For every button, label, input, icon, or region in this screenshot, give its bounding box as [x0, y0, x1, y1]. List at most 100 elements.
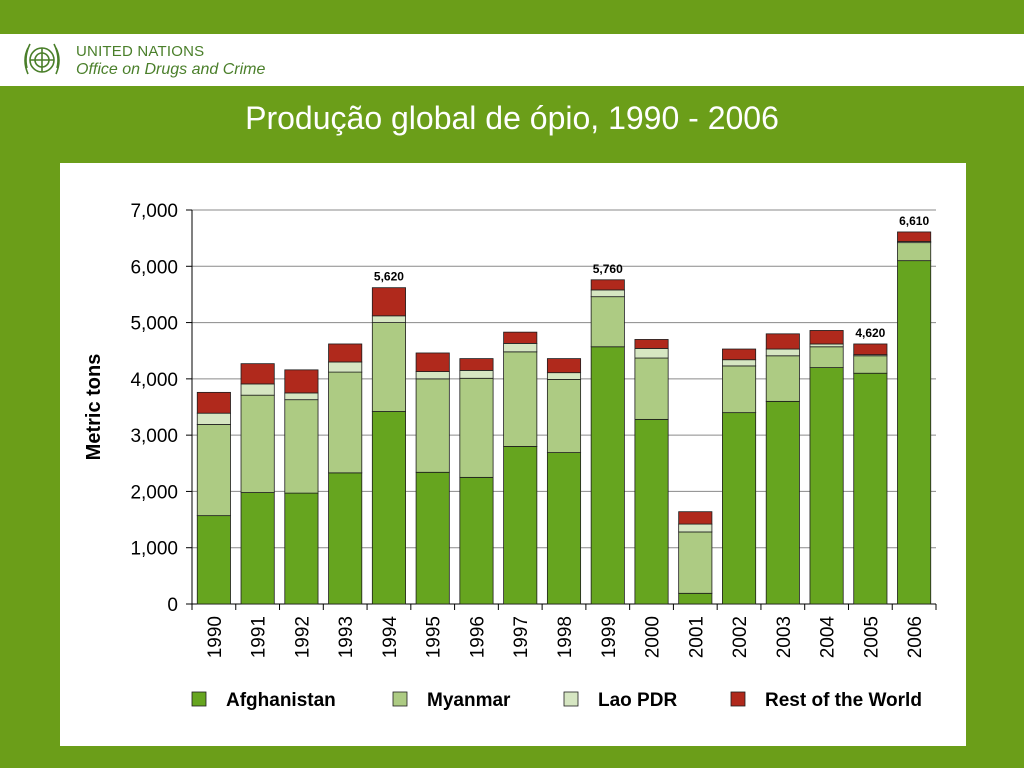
x-tick-label: 2004: [818, 616, 839, 659]
bar-lao-pdr-1994: [371, 315, 406, 323]
bar-rest-of-the-world-1992: [284, 369, 319, 394]
bar-lao-pdr-1998: [546, 372, 582, 380]
bar-rest-of-the-world-1997: [503, 331, 538, 344]
bar-afghanistan-2004: [809, 367, 844, 605]
legend-label: Myanmar: [427, 690, 511, 711]
bar-myanmar-1996: [459, 377, 494, 478]
bar-myanmar-2006: [897, 242, 932, 262]
bar-rest-of-the-world-2002: [722, 348, 757, 361]
bar-myanmar-1998: [546, 379, 582, 453]
bar-afghanistan-2000: [634, 418, 669, 605]
legend-label: Lao PDR: [598, 690, 677, 711]
y-tick-label: 6,000: [130, 257, 178, 278]
data-label: 4,620: [855, 326, 885, 340]
x-tick-label: 2005: [861, 616, 882, 658]
bar-afghanistan-1990: [196, 515, 231, 605]
bar-afghanistan-2001: [678, 592, 713, 605]
legend-swatch: [392, 691, 408, 707]
org-name-line1: UNITED NATIONS: [76, 43, 205, 60]
bar-rest-of-the-world-2003: [765, 333, 800, 350]
bar-afghanistan-1996: [459, 476, 494, 605]
org-name-line2: Office on Drugs and Crime: [76, 61, 266, 78]
x-tick-label: 1996: [467, 616, 488, 658]
bar-myanmar-1993: [328, 371, 363, 474]
y-axis-title: Metric tons: [83, 354, 105, 461]
x-tick-label: 1994: [380, 616, 401, 659]
x-tick-label: 1990: [205, 616, 226, 658]
bar-afghanistan-2005: [853, 372, 888, 605]
bar-afghanistan-1994: [371, 411, 406, 605]
x-tick-label: 2006: [905, 616, 926, 658]
bar-rest-of-the-world-2006: [897, 231, 932, 242]
x-tick-label: 2003: [774, 616, 795, 658]
bar-lao-pdr-1996: [459, 370, 494, 379]
un-emblem-icon: [24, 43, 60, 75]
x-tick-label: 2001: [686, 616, 707, 658]
bar-myanmar-2005: [853, 355, 888, 374]
x-tick-label: 1995: [424, 616, 445, 658]
bar-myanmar-2000: [634, 357, 669, 420]
slide-title: Produção global de ópio, 1990 - 2006: [245, 100, 779, 136]
header-bar: UNITED NATIONS Office on Drugs and Crime: [0, 34, 1024, 86]
bar-rest-of-the-world-2001: [678, 511, 713, 525]
y-tick-label: 4,000: [130, 370, 178, 391]
data-label: 6,610: [899, 214, 929, 228]
bar-myanmar-1994: [371, 322, 406, 412]
y-tick-label: 3,000: [130, 426, 178, 447]
bar-lao-pdr-2000: [634, 348, 669, 359]
bar-myanmar-2001: [678, 531, 713, 594]
bar-rest-of-the-world-1995: [415, 352, 450, 372]
chart-panel: 0 1,000 2,000 3,000 4,000 5,000 6,000 7,000 1990…: [60, 163, 966, 746]
bar-lao-pdr-2004: [809, 343, 844, 348]
bar-rest-of-the-world-2005: [853, 343, 888, 356]
bar-lao-pdr-1990: [196, 412, 231, 425]
bar-myanmar-1999: [590, 296, 625, 348]
legend-label: Afghanistan: [226, 690, 336, 711]
bar-lao-pdr-2002: [722, 359, 757, 367]
bar-afghanistan-1992: [284, 492, 319, 605]
bar-afghanistan-1999: [590, 346, 625, 605]
bar-rest-of-the-world-2004: [809, 330, 844, 345]
bar-afghanistan-2006: [897, 260, 932, 605]
bar-lao-pdr-1995: [415, 371, 450, 380]
bar-afghanistan-1993: [328, 472, 363, 605]
x-tick-label: 1999: [599, 616, 620, 658]
x-tick-label: 1993: [336, 616, 357, 658]
bar-lao-pdr-1999: [590, 289, 625, 298]
bar-myanmar-2002: [722, 365, 757, 414]
bar-rest-of-the-world-1991: [240, 363, 275, 385]
bar-myanmar-1990: [196, 424, 231, 517]
x-tick-label: 1991: [249, 616, 270, 658]
bar-afghanistan-2003: [765, 400, 800, 605]
bar-afghanistan-1995: [415, 471, 450, 605]
y-tick-label: 5,000: [130, 314, 178, 335]
legend-swatch: [730, 691, 746, 707]
legend-swatch: [563, 691, 579, 707]
data-label: 5,620: [374, 270, 404, 284]
legend-label: Rest of the World: [765, 690, 922, 711]
bar-lao-pdr-1992: [284, 392, 319, 401]
bar-rest-of-the-world-1996: [459, 358, 494, 371]
x-tick-label: 1998: [555, 616, 576, 658]
bar-lao-pdr-1993: [328, 361, 363, 373]
bar-myanmar-2004: [809, 346, 844, 369]
y-tick-label: 7,000: [130, 201, 178, 222]
bar-rest-of-the-world-1999: [590, 279, 625, 291]
bar-rest-of-the-world-1990: [196, 391, 231, 414]
bar-afghanistan-1998: [546, 452, 582, 605]
bar-rest-of-the-world-1993: [328, 343, 363, 363]
bar-rest-of-the-world-1998: [546, 358, 582, 374]
bar-myanmar-2003: [765, 355, 800, 402]
x-tick-label: 2002: [730, 616, 751, 658]
bar-myanmar-1992: [284, 399, 319, 494]
bar-myanmar-1995: [415, 378, 450, 473]
x-tick-label: 1992: [292, 616, 313, 658]
x-tick-label: 1997: [511, 616, 532, 658]
bar-afghanistan-1997: [503, 445, 538, 605]
y-tick-label: 1,000: [130, 539, 178, 560]
bar-afghanistan-2002: [722, 412, 757, 605]
bar-rest-of-the-world-1994: [371, 287, 406, 317]
bar-myanmar-1991: [240, 394, 275, 493]
bar-lao-pdr-2001: [678, 523, 713, 533]
opium-production-chart: 0 1,000 2,000 3,000 4,000 5,000 6,000 7,000 1990…: [83, 201, 937, 711]
